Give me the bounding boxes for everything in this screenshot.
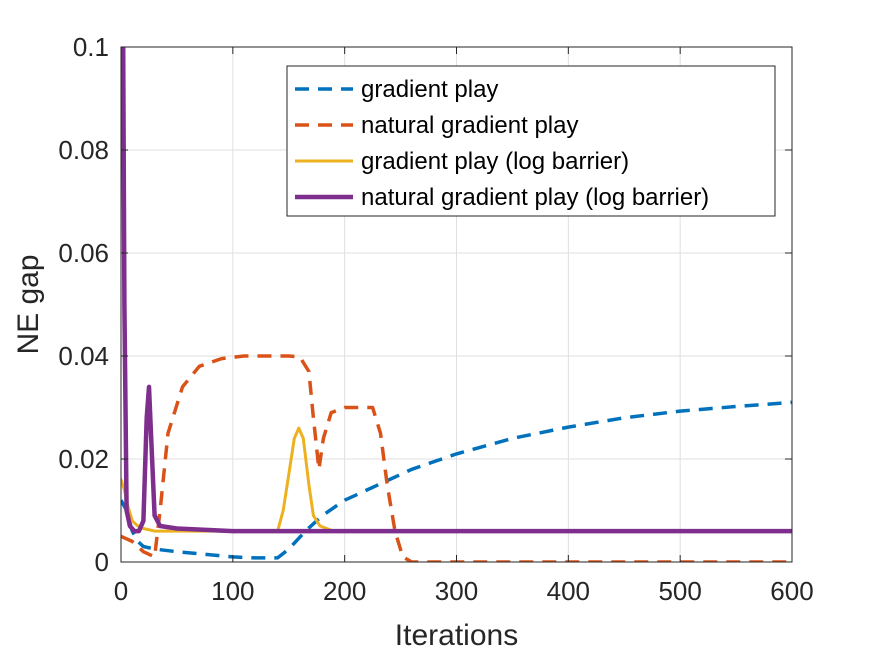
series-line-2 (121, 354, 792, 562)
x-tick-label: 100 (211, 576, 254, 606)
y-axis-label: NE gap (12, 254, 45, 354)
x-axis-label: Iterations (395, 619, 518, 652)
legend-entry-4: natural gradient play (log barrier) (361, 184, 709, 211)
y-tick-label: 0.08 (58, 135, 109, 165)
y-tick-label: 0.1 (73, 32, 109, 62)
y-tick-label: 0.06 (58, 238, 109, 268)
x-tick-label: 500 (658, 576, 701, 606)
series-layer (121, 47, 792, 562)
y-tick-label: 0.02 (58, 444, 109, 474)
x-tick-label: 400 (547, 576, 590, 606)
series-line-4 (121, 47, 792, 534)
legend-entry-2: natural gradient play (361, 112, 578, 139)
y-tick-label: 0 (95, 547, 109, 577)
legend: gradient play natural gradient play gradie… (286, 65, 776, 217)
x-tick-label: 0 (114, 576, 128, 606)
legend-entry-1: gradient play (361, 76, 498, 103)
legend-entry-3: gradient play (log barrier) (361, 148, 629, 175)
y-tick-label: 0.04 (58, 341, 109, 371)
series-line-1 (121, 400, 792, 560)
x-tick-label: 600 (770, 576, 813, 606)
series-line-3 (121, 426, 792, 533)
x-tick-label: 300 (435, 576, 478, 606)
legend-box (286, 65, 776, 217)
ticks: 0 100 200 300 400 500 600 0 0.02 0.04 0.06 0.08 0.1 (58, 32, 813, 606)
x-tick-label: 200 (323, 576, 366, 606)
